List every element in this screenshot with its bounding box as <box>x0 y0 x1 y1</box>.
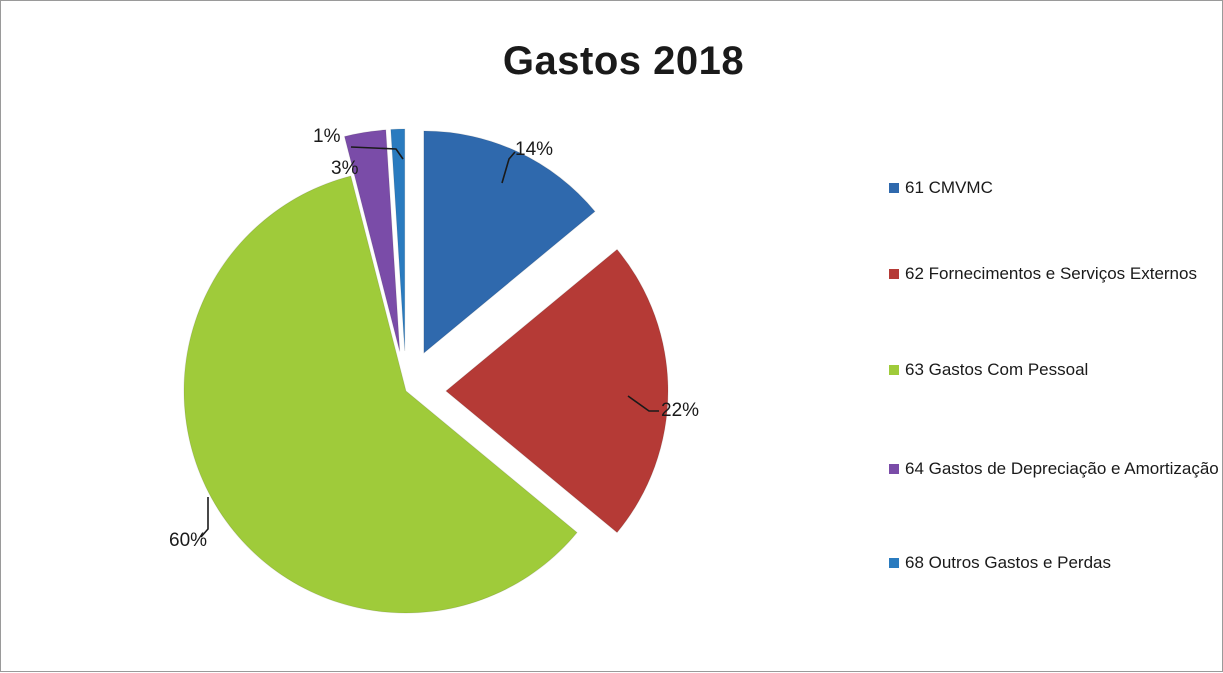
legend-swatch-61 <box>889 183 899 193</box>
legend-label-64: 64 Gastos de Depreciação e Amortização <box>905 459 1219 478</box>
legend-swatch-68 <box>889 558 899 568</box>
legend-label-61: 61 CMVMC <box>905 178 993 197</box>
data-label-64: 3% <box>331 158 359 179</box>
data-label-63: 60% <box>169 530 207 551</box>
legend-label-68: 68 Outros Gastos e Perdas <box>905 553 1111 572</box>
pie-slice-68 <box>390 128 406 352</box>
leader-line-68 <box>350 146 404 160</box>
legend-item-63: 63 Gastos Com Pessoal <box>889 357 1219 383</box>
chart-title: Gastos 2018 <box>502 39 745 83</box>
pie-slice-62 <box>445 248 669 534</box>
leader-line-62 <box>627 395 659 412</box>
legend-item-61: 61 CMVMC <box>889 175 1219 201</box>
pie-slice-63 <box>183 175 578 614</box>
legend-label-62: 62 Fornecimentos e Serviços Externos <box>905 264 1197 283</box>
legend-swatch-63 <box>889 365 899 375</box>
leader-line-63 <box>200 497 209 538</box>
data-label-61: 14% <box>515 139 553 160</box>
pie-slice-64 <box>343 129 401 352</box>
legend-item-64: 64 Gastos de Depreciação e Amortização <box>889 456 1219 482</box>
leader-line-61 <box>501 151 516 184</box>
pie-slice-61 <box>423 130 596 355</box>
legend-item-62: 62 Fornecimentos e Serviços Externos <box>889 261 1219 287</box>
legend-label-63: 63 Gastos Com Pessoal <box>905 360 1089 379</box>
legend-item-68: 68 Outros Gastos e Perdas <box>889 550 1219 576</box>
data-label-68: 1% <box>313 126 341 147</box>
data-label-62: 22% <box>661 400 699 421</box>
legend-swatch-62 <box>889 269 899 279</box>
legend-swatch-64 <box>889 464 899 474</box>
